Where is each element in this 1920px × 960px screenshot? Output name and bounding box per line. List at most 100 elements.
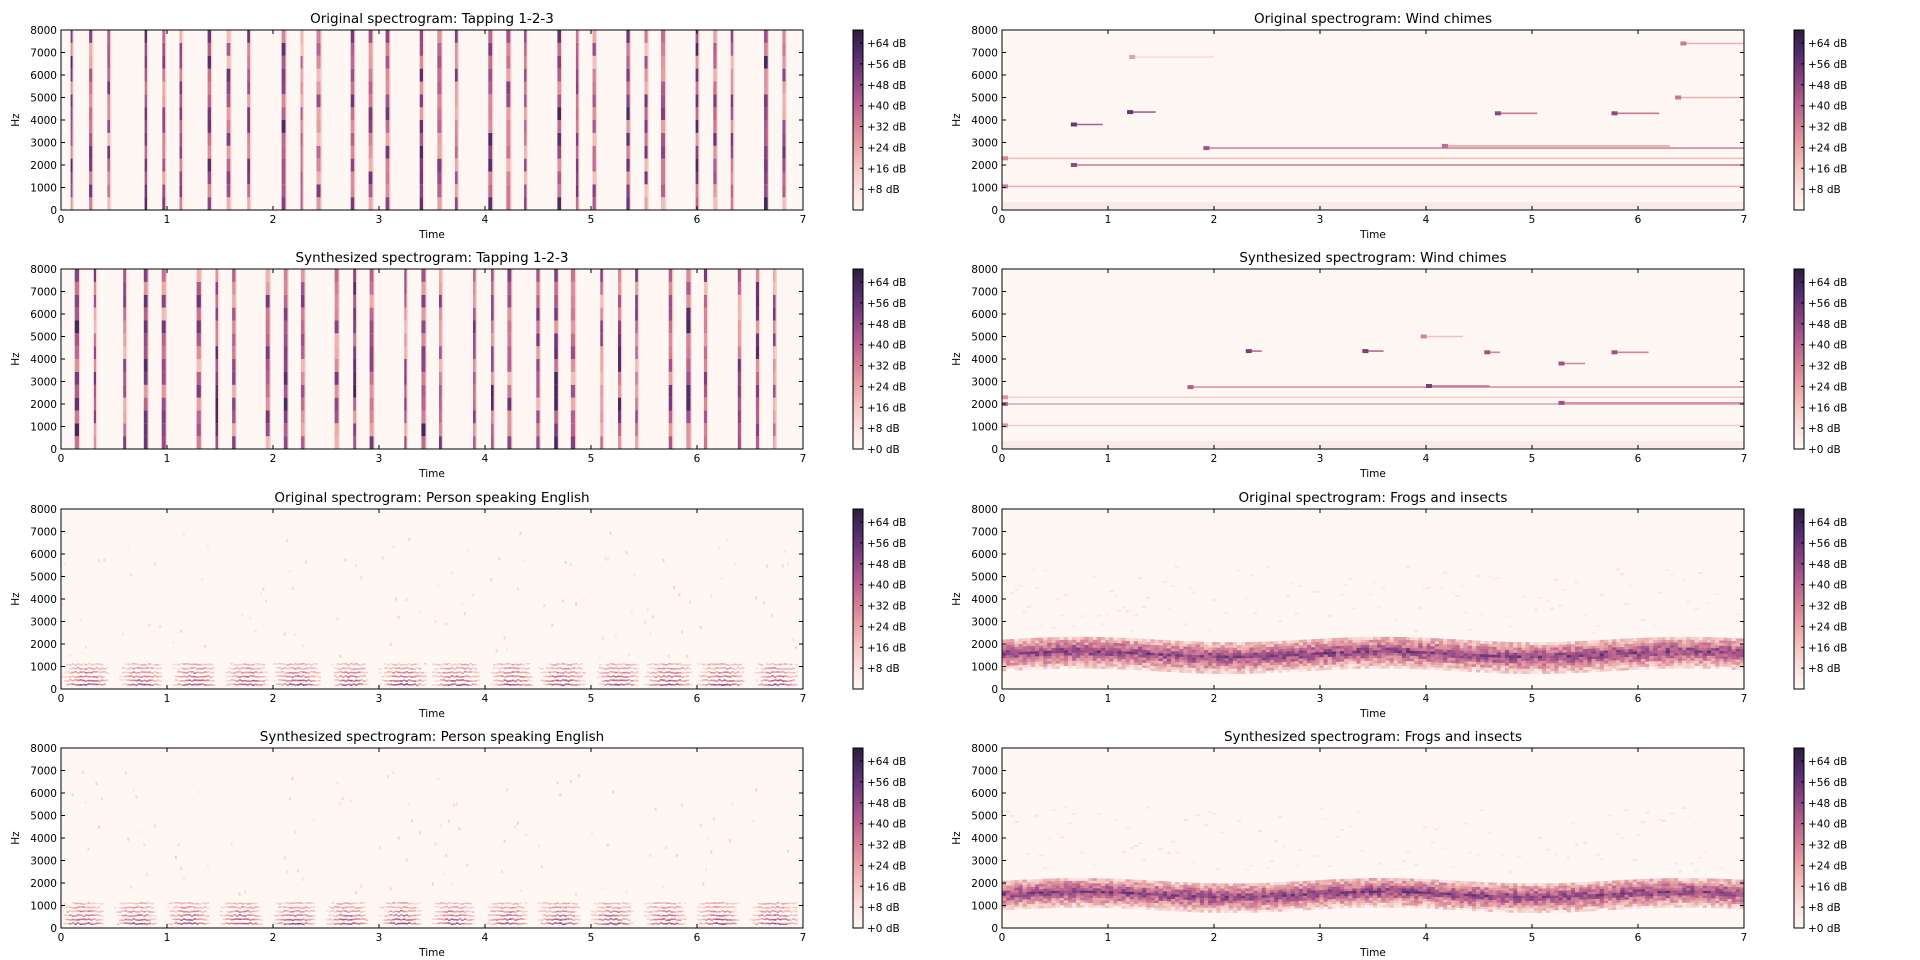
- noise-band-cell: [1537, 660, 1543, 664]
- noise-band-cell: [1673, 660, 1679, 664]
- speech-harmonic: [251, 675, 255, 677]
- transient-stripe: [404, 410, 407, 424]
- noise-band-cell: [1080, 652, 1085, 656]
- noise-band-cell: [1352, 666, 1357, 670]
- speech-harmonic: [633, 663, 636, 666]
- speech-harmonic: [416, 675, 419, 677]
- noise-band-cell: [1047, 653, 1052, 657]
- noise-band-cell: [1018, 649, 1023, 653]
- speech-harmonic: [503, 667, 507, 670]
- noise-band-cell: [1030, 664, 1036, 668]
- speech-fricative: [519, 532, 522, 535]
- speech-harmonic: [686, 683, 689, 686]
- noise-band-cell: [1063, 644, 1069, 648]
- speech-harmonic: [384, 667, 387, 669]
- speech-harmonic: [736, 671, 740, 673]
- noise-band-cell: [1393, 652, 1399, 656]
- noise-band-cell: [1529, 657, 1535, 661]
- noise-band-cell: [1006, 649, 1011, 653]
- noise-band-cell: [1319, 649, 1324, 653]
- transient-stripe: [334, 436, 339, 449]
- transient-stripe: [437, 94, 442, 108]
- transient-stripe: [661, 68, 666, 82]
- noise-band-cell: [1389, 652, 1394, 656]
- noise-band-cell: [1661, 647, 1667, 651]
- transient-stripe: [755, 269, 759, 282]
- speech-harmonic: [731, 680, 735, 682]
- noise-band-cell: [1063, 642, 1069, 646]
- noise-band-cell: [1063, 665, 1069, 669]
- speech-harmonic: [66, 680, 69, 682]
- speech-harmonic: [76, 679, 80, 682]
- noise-band-cell: [1715, 658, 1720, 662]
- transient-stripe: [421, 359, 426, 372]
- speech-harmonic: [349, 684, 353, 686]
- transient-stripe: [661, 107, 666, 120]
- transient-stripe: [207, 55, 212, 69]
- speech-harmonic: [424, 675, 427, 678]
- transient-stripe: [281, 132, 286, 146]
- noise-band-cell: [1542, 665, 1547, 669]
- noise-band-cell: [1179, 667, 1184, 671]
- noise-band-cell: [1686, 642, 1691, 646]
- speech-harmonic: [124, 667, 128, 670]
- noise-band-cell: [1702, 644, 1708, 648]
- speech-harmonic: [66, 663, 69, 666]
- noise-band-cell: [1191, 662, 1197, 666]
- noise-band-cell: [1612, 649, 1617, 653]
- noise-band-cell: [1282, 646, 1287, 649]
- noise-band-cell: [1492, 657, 1497, 661]
- noise-band-cell: [1711, 663, 1716, 667]
- speech-harmonic: [665, 671, 668, 674]
- noise-band-cell: [1290, 640, 1296, 644]
- noise-haze: [1290, 581, 1295, 584]
- speech-harmonic: [257, 684, 260, 686]
- speech-harmonic: [275, 671, 279, 674]
- speech-harmonic: [580, 663, 583, 665]
- noise-band-cell: [1080, 657, 1085, 661]
- noise-band-cell: [1377, 655, 1382, 659]
- speech-harmonic: [434, 683, 438, 686]
- noise-band-cell: [1055, 650, 1061, 654]
- noise-band-cell: [1002, 657, 1007, 661]
- noise-band-cell: [1331, 638, 1337, 642]
- speech-harmonic: [387, 671, 390, 673]
- noise-band-cell: [1570, 667, 1576, 671]
- speech-harmonic: [720, 680, 724, 682]
- noise-haze: [1092, 575, 1097, 578]
- noise-band-cell: [1385, 657, 1390, 661]
- noise-band-cell: [1587, 669, 1592, 673]
- noise-band-cell: [1298, 668, 1304, 672]
- speech-harmonic: [145, 663, 149, 666]
- transient-stripe: [179, 42, 183, 56]
- noise-band-cell: [1133, 651, 1139, 655]
- transient-stripe: [703, 294, 708, 308]
- noise-band-cell: [1092, 644, 1098, 648]
- noise-band-cell: [1537, 644, 1543, 648]
- noise-band-cell: [1393, 639, 1399, 643]
- noise-band-cell: [1047, 658, 1052, 662]
- noise-band-cell: [1389, 647, 1394, 651]
- noise-band-cell: [1575, 646, 1580, 650]
- noise-band-cell: [1476, 653, 1481, 657]
- noise-band-cell: [1212, 668, 1217, 672]
- noise-band-cell: [1245, 660, 1250, 664]
- speech-harmonic: [649, 684, 652, 686]
- noise-band-cell: [1030, 666, 1036, 670]
- noise-band-cell: [1537, 657, 1543, 661]
- speech-harmonic: [689, 683, 692, 686]
- speech-harmonic: [241, 667, 244, 669]
- x-tick-label: 7: [1741, 214, 1748, 226]
- transient-stripe: [334, 359, 339, 372]
- noise-band-cell: [1385, 649, 1390, 653]
- noise-band-cell: [1006, 662, 1011, 666]
- speech-harmonic: [249, 680, 252, 682]
- y-tick-label: 1000: [971, 183, 998, 195]
- noise-band-cell: [1224, 663, 1230, 667]
- noise-band-cell: [1253, 652, 1258, 656]
- noise-band-cell: [1583, 640, 1588, 644]
- speech-harmonic: [315, 668, 318, 670]
- noise-band-cell: [1051, 639, 1056, 643]
- speech-harmonic: [580, 671, 583, 674]
- speech-fricative: [69, 653, 71, 657]
